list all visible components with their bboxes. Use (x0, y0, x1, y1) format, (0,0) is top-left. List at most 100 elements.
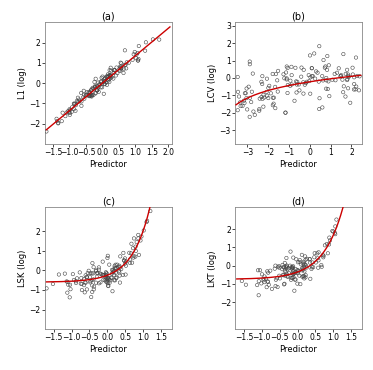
Point (101, 78, 107, 84)
Point (93, 268, 99, 273)
Point (285, 265, 291, 271)
Point (66, 106, 72, 112)
Point (290, 255, 296, 260)
Point (101, 272, 107, 278)
Point (325, 86, 331, 92)
Point (353, 55, 359, 61)
Point (107, 73, 113, 78)
Point (325, 250, 331, 256)
Point (309, 264, 315, 270)
Point (332, 71, 338, 77)
Point (316, 258, 322, 263)
Point (300, 265, 305, 271)
Point (166, 48, 172, 54)
Point (104, 255, 110, 261)
Point (121, 258, 127, 264)
Point (67, 282, 73, 287)
Point (108, 75, 114, 81)
Point (315, 265, 321, 271)
Point (78, 103, 84, 109)
Point (104, 82, 110, 88)
Point (256, 292, 261, 298)
Point (71, 101, 77, 107)
Point (247, 61, 253, 67)
Point (108, 73, 114, 78)
Point (316, 79, 322, 85)
Point (93, 90, 98, 96)
Point (280, 262, 286, 268)
Point (244, 95, 250, 101)
Point (313, 259, 319, 265)
Point (316, 43, 322, 49)
Point (327, 238, 333, 243)
Point (99, 81, 105, 87)
Point (103, 279, 109, 285)
Point (297, 257, 303, 263)
Point (81, 92, 87, 98)
Point (62, 113, 68, 119)
Point (246, 84, 252, 90)
Point (292, 277, 298, 283)
Point (260, 276, 266, 282)
Point (105, 71, 111, 77)
Point (107, 73, 113, 79)
Point (97, 279, 103, 285)
Point (116, 263, 122, 269)
Point (300, 79, 306, 85)
Point (284, 263, 290, 269)
Point (350, 65, 355, 71)
Point (90, 260, 95, 266)
Point (303, 262, 309, 268)
Point (326, 93, 332, 99)
Point (116, 68, 122, 74)
Point (107, 72, 113, 78)
Point (131, 255, 137, 260)
Point (256, 106, 262, 112)
Point (89, 92, 95, 98)
Point (101, 91, 107, 97)
Point (110, 267, 116, 273)
Point (330, 229, 336, 235)
Point (92, 84, 98, 90)
Point (88, 87, 94, 93)
Point (307, 91, 313, 97)
Point (301, 91, 307, 97)
Point (280, 272, 286, 278)
Point (109, 267, 115, 273)
Point (300, 266, 306, 272)
Point (302, 253, 308, 259)
Point (301, 275, 307, 281)
Point (91, 284, 97, 290)
Point (83, 92, 89, 98)
Point (319, 104, 325, 110)
Point (352, 86, 358, 92)
Point (94, 84, 100, 90)
Point (110, 75, 116, 81)
Point (152, 176, 158, 182)
Point (89, 277, 95, 283)
Point (338, 72, 344, 78)
Point (122, 62, 128, 68)
Point (132, 244, 138, 250)
Point (314, 70, 320, 75)
Point (285, 82, 291, 88)
Point (111, 278, 117, 283)
Point (105, 275, 111, 281)
Point (43, 128, 49, 134)
Point (135, 56, 141, 62)
Point (72, 101, 78, 107)
Point (289, 264, 295, 270)
Point (347, 173, 353, 179)
Point (113, 275, 119, 281)
Point (248, 99, 254, 105)
Point (310, 264, 316, 270)
Point (298, 74, 304, 80)
Point (332, 77, 338, 83)
Point (322, 65, 328, 71)
Point (105, 253, 111, 259)
Point (301, 269, 307, 275)
Point (135, 232, 141, 238)
Point (107, 73, 113, 79)
Point (286, 270, 292, 276)
Point (117, 253, 123, 259)
